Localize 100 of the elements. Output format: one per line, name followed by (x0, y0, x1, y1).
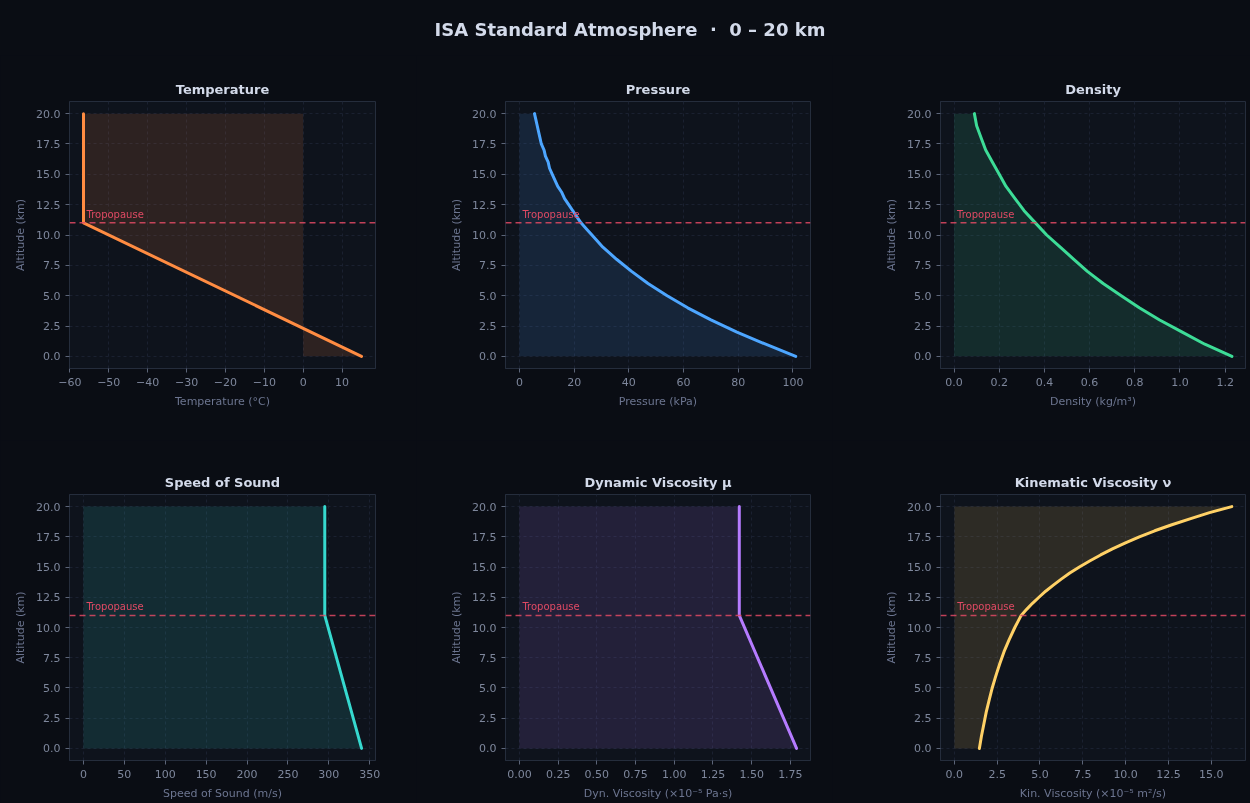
x-tick-label: 1.50 (739, 767, 764, 781)
x-tick-label: 2.5 (988, 767, 1006, 781)
y-axis-title: Altitude (km) (450, 591, 464, 664)
chart-title: Kinematic Viscosity ν (1014, 474, 1172, 490)
y-tick-label: 0.0 (43, 350, 61, 364)
y-tick-label: 20.0 (907, 107, 932, 121)
x-tick-label: 250 (277, 767, 299, 781)
x-tick-label: 0.50 (584, 767, 610, 781)
y-tick-label: 7.5 (914, 651, 932, 665)
y-tick-label: 17.5 (472, 530, 497, 544)
y-tick-label: 10.0 (472, 229, 497, 242)
x-axis-title: Temperature (°C) (174, 394, 270, 408)
x-tick-label: 1.0 (1171, 375, 1189, 389)
x-tick-label: 1.00 (662, 767, 687, 781)
y-axis-title: Altitude (km) (450, 198, 464, 272)
x-tick-label: −20 (213, 375, 238, 389)
x-tick-label: 100 (154, 767, 176, 781)
x-tick-label: 12.5 (1156, 767, 1181, 781)
y-tick-label: 5.0 (914, 681, 932, 695)
x-tick-label: 0.00 (507, 767, 532, 781)
x-tick-label: 60 (676, 375, 691, 389)
y-tick-label: 12.5 (472, 591, 497, 605)
x-tick-label: 100 (782, 375, 804, 389)
y-axis-title: Altitude (km) (14, 591, 28, 664)
y-tick-label: 17.5 (472, 137, 497, 151)
y-tick-label: 20.0 (36, 500, 61, 514)
y-tick-label: 17.5 (36, 137, 61, 151)
y-tick-label: 12.5 (36, 198, 61, 212)
x-tick-label: 300 (318, 767, 340, 781)
y-tick-label: 0.0 (914, 742, 932, 756)
y-tick-label: 10.0 (907, 229, 932, 242)
y-tick-label: 17.5 (36, 530, 61, 544)
x-tick-label: 20 (567, 375, 582, 389)
x-axis-title: Kin. Viscosity (×10⁻⁵ m²/s) (1019, 786, 1167, 800)
y-tick-label: 10.0 (36, 229, 61, 242)
x-axis-title: Dyn. Viscosity (×10⁻⁵ Pa·s) (583, 786, 733, 800)
ref-line-label: Tropopause (85, 601, 144, 613)
y-tick-label: 20.0 (907, 500, 932, 514)
x-tick-label: −40 (136, 375, 160, 389)
y-tick-label: 2.5 (43, 712, 61, 726)
y-tick-label: 7.5 (914, 259, 932, 273)
x-tick-label: 0 (299, 375, 307, 389)
x-tick-label: 0.0 (945, 767, 964, 781)
y-tick-label: 15.0 (472, 561, 497, 575)
x-tick-label: 0.25 (545, 767, 571, 781)
chart-title: Pressure (625, 81, 691, 97)
x-tick-label: 350 (359, 767, 381, 781)
x-tick-label: 40 (621, 375, 636, 389)
y-tick-label: 7.5 (43, 259, 61, 273)
x-tick-label: 1.25 (700, 767, 726, 781)
x-tick-label: 0.2 (990, 375, 1008, 389)
ref-line-label: Tropopause (956, 601, 1015, 613)
y-axis-title: Altitude (km) (885, 198, 899, 272)
x-tick-label: −10 (252, 375, 276, 389)
x-tick-label: 0.0 (945, 375, 963, 389)
x-tick-label: 200 (236, 767, 258, 781)
ref-line-label: Tropopause (521, 601, 580, 613)
x-tick-label: 15.0 (1199, 767, 1224, 781)
x-tick-label: 0.6 (1080, 375, 1099, 389)
ref-line-label: Tropopause (956, 208, 1015, 220)
x-tick-label: 80 (731, 375, 746, 389)
chart-title: Temperature (175, 81, 270, 97)
y-tick-label: 12.5 (36, 591, 61, 605)
y-tick-label: 12.5 (907, 591, 932, 605)
y-tick-label: 17.5 (907, 137, 932, 151)
y-tick-label: 15.0 (907, 561, 932, 575)
x-axis-title: Speed of Sound (m/s) (163, 786, 282, 800)
y-tick-label: 5.0 (479, 289, 497, 303)
y-tick-label: 5.0 (43, 289, 61, 303)
y-tick-label: 15.0 (36, 168, 61, 182)
y-tick-label: 5.0 (43, 681, 61, 695)
x-tick-label: 150 (195, 767, 217, 781)
y-tick-label: 20.0 (472, 107, 497, 121)
y-axis-title: Altitude (km) (14, 198, 28, 272)
y-tick-label: 2.5 (479, 320, 497, 334)
x-tick-label: 0.75 (623, 767, 648, 781)
y-tick-label: 20.0 (36, 107, 61, 121)
y-tick-label: 17.5 (907, 530, 932, 544)
y-tick-label: 15.0 (472, 168, 497, 182)
chart-title: Density (1065, 81, 1122, 97)
x-tick-label: −60 (58, 375, 82, 389)
y-tick-label: 2.5 (43, 320, 61, 334)
y-tick-label: 0.0 (914, 350, 932, 364)
y-tick-label: 0.0 (43, 742, 61, 756)
y-axis-title: Altitude (km) (885, 591, 899, 664)
x-tick-label: 0.8 (1126, 375, 1144, 389)
y-tick-label: 10.0 (472, 621, 497, 635)
x-tick-label: 7.5 (1074, 767, 1092, 781)
x-tick-label: 1.2 (1216, 375, 1234, 389)
y-tick-label: 5.0 (914, 289, 932, 303)
y-tick-label: 7.5 (479, 651, 497, 665)
x-tick-label: 10 (335, 375, 350, 389)
y-tick-label: 10.0 (907, 621, 932, 635)
x-tick-label: −30 (174, 375, 199, 389)
y-tick-label: 10.0 (36, 621, 61, 635)
y-tick-label: 7.5 (479, 259, 497, 273)
y-tick-label: 2.5 (914, 320, 932, 334)
ref-line-label: Tropopause (85, 208, 144, 220)
x-axis-title: Density (kg/m³) (1049, 394, 1137, 408)
y-tick-label: 0.0 (479, 350, 497, 364)
